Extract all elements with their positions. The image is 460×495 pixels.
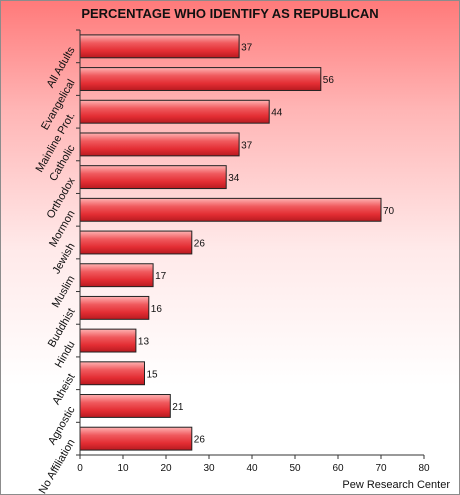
source-label: Pew Research Center [342,479,450,491]
bar-agnostic [79,394,171,418]
value-label-no-affiliation: 26 [194,435,206,446]
bar-hindu [79,328,137,353]
bar-all-adults [79,34,240,59]
value-label-buddhist: 16 [151,304,163,315]
bar-evangelical [79,67,322,91]
x-tick-label-50: 50 [289,463,301,474]
bar-no-affiliation [79,426,193,451]
x-tick-label-10: 10 [117,463,129,474]
bar-orthodox [79,165,227,190]
bar-catholic [79,132,240,157]
value-label-evangelical: 56 [323,75,335,86]
value-label-agnostic: 21 [172,402,184,413]
category-label-muslim: Muslim [50,274,78,310]
value-label-muslim: 17 [155,271,167,282]
value-label-atheist: 15 [147,369,159,380]
x-tick-label-40: 40 [246,463,258,474]
bar-mainline-prot [79,99,270,124]
bar-muslim [79,263,154,288]
x-tick-label-30: 30 [203,463,215,474]
value-label-catholic: 37 [241,140,253,151]
chart-title: PERCENTAGE WHO IDENTIFY AS REPUBLICAN [81,6,379,21]
value-label-mainline-prot: 44 [271,108,283,119]
bar-jewish [79,230,193,255]
x-tick-label-70: 70 [375,463,387,474]
bar-buddhist [79,295,150,320]
bar-atheist [79,361,145,386]
x-tick-label-20: 20 [160,463,172,474]
bar-mormon [79,197,382,222]
value-label-all-adults: 37 [241,42,253,53]
value-label-mormon: 70 [383,206,395,217]
x-tick-label-80: 80 [418,463,430,474]
x-tick-label-0: 0 [77,463,83,474]
value-label-orthodox: 34 [228,173,240,184]
category-label-atheist: Atheist [50,372,77,407]
value-label-hindu: 13 [138,337,150,348]
x-tick-label-60: 60 [332,463,344,474]
value-label-jewish: 26 [194,239,206,250]
